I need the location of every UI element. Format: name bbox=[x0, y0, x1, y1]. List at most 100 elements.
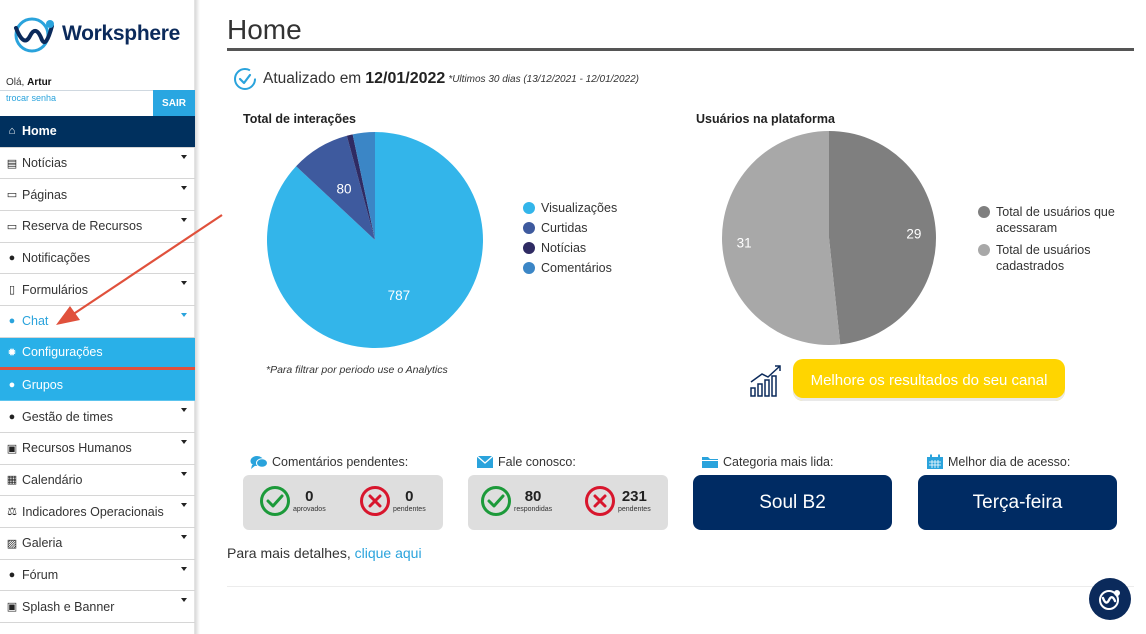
pie-slice-4[interactable] bbox=[352, 132, 375, 240]
caret-down-icon bbox=[181, 154, 187, 159]
sidebar-item-gestao-de-times[interactable]: ● Gestão de times bbox=[0, 401, 195, 433]
check-circle-icon bbox=[260, 486, 290, 516]
pending-stat: 0 pendentes bbox=[359, 485, 426, 517]
pie-data-label: 29 bbox=[906, 227, 921, 242]
updated-prefix: Atualizado em bbox=[263, 70, 362, 87]
sidebar-item-splash-e-banner[interactable]: ▣ Splash e Banner bbox=[0, 591, 195, 623]
sidebar-item-label: Páginas bbox=[22, 187, 68, 202]
answered-label: respondidas bbox=[514, 505, 553, 513]
legend-item[interactable]: Notícias bbox=[523, 240, 617, 256]
picture-frame-icon: ▣ bbox=[6, 601, 18, 614]
title-divider bbox=[227, 48, 1134, 51]
pie-data-label: 787 bbox=[388, 288, 411, 303]
caret-down-icon bbox=[181, 186, 187, 191]
legend-item[interactable]: Total de usuários cadastrados bbox=[978, 242, 1128, 274]
sidebar-item-label: Chat bbox=[22, 314, 49, 329]
sidebar-item-label: Calendário bbox=[22, 472, 83, 487]
details-link[interactable]: clique aqui bbox=[354, 545, 422, 561]
caret-down-icon bbox=[181, 534, 187, 539]
sidebar-item-label: Splash e Banner bbox=[22, 599, 115, 614]
legend-label: Curtidas bbox=[541, 221, 588, 235]
users-chart-title: Usuários na plataforma bbox=[696, 112, 835, 126]
sidebar-item-label: Grupos bbox=[22, 377, 63, 392]
brand[interactable]: Worksphere bbox=[10, 14, 190, 54]
page-title: Home bbox=[227, 14, 302, 45]
legend-item[interactable]: Total de usuários que acessaram bbox=[978, 204, 1128, 236]
calendar-icon: ▦ bbox=[6, 474, 18, 487]
users-icon: ● bbox=[8, 378, 16, 391]
sidebar-item-label: Reserva de Recursos bbox=[22, 219, 143, 234]
caret-down-icon bbox=[181, 281, 187, 286]
answered-stat: 80 respondidas bbox=[480, 485, 552, 517]
logout-button[interactable]: SAIR bbox=[153, 90, 195, 116]
sidebar-item-label: Home bbox=[22, 124, 57, 139]
pending-comments-title: Comentários pendentes: bbox=[272, 455, 409, 469]
legend-label: Notícias bbox=[541, 241, 587, 255]
sidebar-item-configuracoes[interactable]: ✹ Configurações bbox=[0, 337, 195, 370]
brand-name: Worksphere bbox=[62, 22, 180, 45]
x-circle-icon bbox=[585, 486, 615, 516]
comments-icon bbox=[250, 456, 268, 469]
interactions-pie-chart: 787 80 bbox=[267, 132, 483, 348]
pending-comments-heading: Comentários pendentes: bbox=[250, 453, 408, 471]
legend-swatch bbox=[523, 242, 535, 254]
sidebar-item-forum[interactable]: ● Fórum bbox=[0, 560, 195, 592]
greeting-text: Olá, bbox=[6, 77, 25, 88]
sidebar-item-calendario[interactable]: ▦ Calendário bbox=[0, 465, 195, 497]
contact-card: 80 respondidas 231 pendentes bbox=[468, 475, 668, 530]
legend-swatch bbox=[523, 202, 535, 214]
legend-swatch bbox=[978, 244, 990, 256]
legend-item[interactable]: Comentários bbox=[523, 260, 617, 276]
approved-count: 0 bbox=[305, 487, 314, 505]
users-legend: Total de usuários que acessaram Total de … bbox=[978, 204, 1128, 280]
sidebar-item-home[interactable]: ⌂ Home bbox=[0, 116, 195, 148]
caret-down-icon bbox=[181, 503, 187, 508]
legend-item[interactable]: Visualizações bbox=[523, 200, 617, 216]
pending-comments-card: 0 aprovados 0 pendentes bbox=[243, 475, 443, 530]
sidebar-item-chat[interactable]: ● Chat bbox=[0, 306, 195, 338]
pie-slice-3[interactable] bbox=[346, 134, 375, 240]
caret-down-icon bbox=[181, 598, 187, 603]
interactions-legend: Visualizações Curtidas Notícias Comentários bbox=[523, 200, 617, 280]
users-pie-chart: 29 31 bbox=[722, 131, 936, 345]
sidebar-item-galeria[interactable]: ▨ Galeria bbox=[0, 528, 195, 560]
contact-pending-label: pendentes bbox=[618, 505, 651, 513]
legend-swatch bbox=[523, 262, 535, 274]
caret-down-icon bbox=[181, 566, 187, 571]
updated-date: 12/01/2022 bbox=[365, 70, 446, 87]
sidebar-shadow bbox=[195, 0, 200, 634]
sidebar-item-label: Galeria bbox=[22, 536, 63, 551]
sidebar-item-indicadores-operacionais[interactable]: ⚖ Indicadores Operacionais bbox=[0, 496, 195, 528]
pie-slice-1[interactable] bbox=[829, 131, 936, 345]
improve-results-button[interactable]: Melhore os resultados do seu canal bbox=[791, 357, 1067, 401]
change-password-link[interactable]: trocar senha bbox=[6, 93, 57, 103]
calendar-icon bbox=[927, 454, 943, 469]
id-badge-icon: ▣ bbox=[6, 442, 18, 455]
user-greeting: Olá, Artur bbox=[6, 77, 52, 88]
best-day-heading: Melhor dia de acesso: bbox=[926, 453, 1070, 471]
sidebar-item-formularios[interactable]: ▯ Formulários bbox=[0, 274, 195, 307]
sidebar-item-label: Indicadores Operacionais bbox=[22, 504, 164, 519]
legend-item[interactable]: Curtidas bbox=[523, 220, 617, 236]
sidebar-item-label: Fórum bbox=[22, 567, 59, 582]
comments-icon: ● bbox=[8, 315, 16, 328]
caret-down-icon bbox=[181, 218, 187, 223]
caret-down-icon bbox=[181, 439, 187, 444]
pie-slice-2[interactable] bbox=[722, 131, 841, 345]
chat-launcher-button[interactable] bbox=[1089, 578, 1131, 620]
sidebar-item-notificacoes[interactable]: ● Notificações bbox=[0, 243, 195, 275]
sidebar-item-paginas[interactable]: ▭ Páginas bbox=[0, 179, 195, 212]
sidebar-item-reserva-de-recursos[interactable]: ▭ Reserva de Recursos bbox=[0, 211, 195, 243]
growth-chart-icon bbox=[750, 365, 781, 397]
top-category-heading: Categoria mais lida: bbox=[701, 453, 833, 471]
sidebar-item-noticias[interactable]: ▤ Notícias bbox=[0, 148, 195, 180]
sidebar: Worksphere Olá, Artur trocar senha SAIR … bbox=[0, 0, 195, 634]
caret-down-icon bbox=[181, 313, 187, 318]
approved-stat: 0 aprovados bbox=[259, 485, 326, 517]
pie-slice-2[interactable] bbox=[296, 135, 375, 240]
details-text: Para mais detalhes, bbox=[227, 545, 351, 561]
legend-label: Total de usuários que acessaram bbox=[996, 205, 1115, 235]
sidebar-item-recursos-humanos[interactable]: ▣ Recursos Humanos bbox=[0, 433, 195, 465]
envelope-icon bbox=[476, 455, 494, 468]
sidebar-item-grupos[interactable]: ● Grupos bbox=[0, 369, 195, 402]
